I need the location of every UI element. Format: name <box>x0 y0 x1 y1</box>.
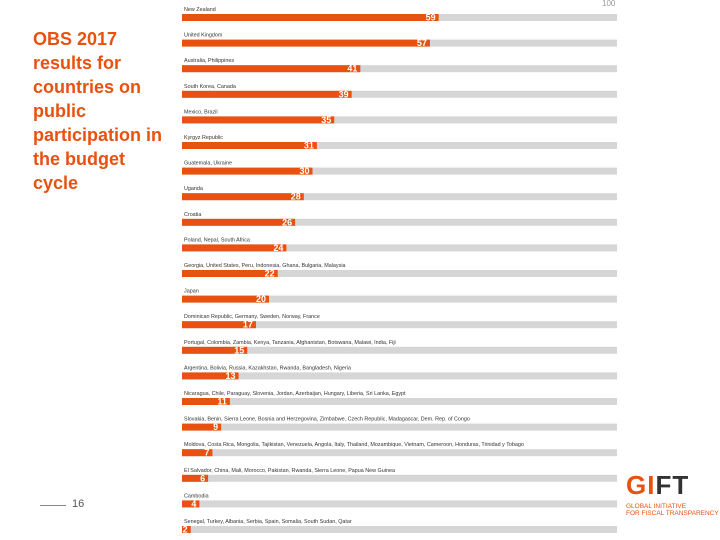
gift-tagline-1: GLOBAL INITIATIVE <box>626 503 686 510</box>
bar-category-label: Portugal, Colombia, Zambia, Kenya, Tanza… <box>184 340 396 346</box>
bar-value-label: 59 <box>426 13 436 23</box>
bar-value-label: 15 <box>234 345 244 355</box>
bar-track <box>182 295 617 303</box>
bar <box>182 39 430 47</box>
bar-value-label: 6 <box>200 473 205 483</box>
bar <box>182 270 278 277</box>
gift-tagline-2: FOR FISCAL TRANSPARENCY <box>626 510 719 517</box>
bar-value-label: 9 <box>213 422 218 432</box>
bar-value-label: 13 <box>226 371 236 381</box>
bar-category-label: Dominican Republic, Germany, Sweden, Nor… <box>184 314 320 320</box>
bar-value-label: 57 <box>417 38 427 48</box>
bar-track <box>182 372 617 380</box>
bar-category-label: Croatia <box>184 212 201 218</box>
bar-track <box>182 526 617 533</box>
bar-category-label: Moldova, Costa Rica, Mongolia, Tajikista… <box>184 442 524 448</box>
bar-category-label: Mexico, Brazil <box>184 109 218 115</box>
bar-value-label: 17 <box>243 320 253 330</box>
bar-category-label: United Kingdom <box>184 33 223 39</box>
bar <box>182 398 230 405</box>
bar-category-label: Senegal, Turkey, Albania, Serbia, Spain,… <box>184 519 352 525</box>
bar <box>182 90 352 98</box>
bar-category-label: Poland, Nepal, South Africa <box>184 237 250 243</box>
bar-value-label: 2 <box>183 525 188 535</box>
bar-category-label: Uganda <box>184 186 203 192</box>
bar <box>182 14 439 21</box>
bar-category-label: Cambodia <box>184 493 209 499</box>
bar-track <box>182 449 617 457</box>
gift-wordmark: GIFT <box>626 470 689 500</box>
bar <box>182 372 239 380</box>
page-number-rule <box>40 505 66 506</box>
bar <box>182 500 200 508</box>
bar-category-label: Argentina, Bolivia, Russia, Kazakhstan, … <box>184 365 351 371</box>
gift-logo: GIFT GLOBAL INITIATIVE FOR FISCAL TRANSP… <box>626 470 719 530</box>
bar-category-label: New Zealand <box>184 7 216 13</box>
bar-track <box>182 65 617 73</box>
bar-track <box>182 423 617 431</box>
bar <box>182 449 213 457</box>
bar-value-label: 22 <box>265 269 275 279</box>
bar-track <box>182 474 617 482</box>
scale-max-label: 100 <box>602 0 616 8</box>
bar-category-label: Australia, Philippines <box>184 58 234 64</box>
bar-category-label: Nicaragua, Chile, Paraguay, Slovenia, Jo… <box>184 391 406 397</box>
bar-category-label: South Korea, Canada <box>184 84 236 90</box>
bar-track <box>182 142 617 149</box>
bar-track <box>182 244 617 252</box>
bar-track <box>182 167 617 175</box>
bar-value-label: 41 <box>347 64 357 74</box>
bar <box>182 346 248 354</box>
bar-track <box>182 398 617 405</box>
bar-category-label: Slovakia, Benin, Sierra Leone, Bosnia an… <box>184 417 470 423</box>
bar <box>182 423 222 431</box>
bar-value-label: 35 <box>321 115 331 125</box>
bar-track <box>182 500 617 508</box>
bar-track <box>182 321 617 329</box>
page-number: 16 <box>72 498 85 510</box>
bar-category-label: El Salvador, China, Mali, Morocco, Pakis… <box>184 468 395 474</box>
bar-track <box>182 116 617 124</box>
bar <box>182 193 304 201</box>
bar-value-label: 31 <box>304 141 314 151</box>
bar-value-label: 24 <box>273 243 283 253</box>
gift-wordmark-gi: GI <box>626 470 656 500</box>
bar-value-label: 26 <box>282 217 292 227</box>
bar-value-label: 7 <box>204 448 209 458</box>
bar-value-label: 4 <box>191 499 196 509</box>
bar-track <box>182 218 617 226</box>
bar <box>182 116 335 124</box>
bar-value-label: 39 <box>339 89 349 99</box>
bar <box>182 526 191 533</box>
bar-category-label: Georgia, United States, Peru, Indonesia,… <box>184 263 346 269</box>
bar <box>182 218 296 226</box>
bar-category-label: Guatemala, Ukraine <box>184 161 232 167</box>
obs-bar-chart: New Zealand 59 United Kingdom 57 Australia, … <box>182 7 617 535</box>
bar-track <box>182 90 617 98</box>
bar-track <box>182 270 617 277</box>
bar-value-label: 30 <box>299 166 309 176</box>
bar-value-label: 20 <box>256 294 266 304</box>
bar-value-label: 28 <box>291 192 301 202</box>
bar <box>182 142 317 149</box>
bar <box>182 321 256 329</box>
bar <box>182 65 361 73</box>
bar <box>182 295 269 303</box>
bar-category-label: Japan <box>184 289 199 295</box>
gift-wordmark-ft: FT <box>655 470 690 500</box>
bar <box>182 474 209 482</box>
bar <box>182 244 287 252</box>
bar-track <box>182 193 617 201</box>
slide-title: OBS 2017 results for countries on public… <box>33 29 163 193</box>
bar-value-label: 11 <box>217 397 227 407</box>
bar-track <box>182 346 617 354</box>
bar <box>182 167 313 175</box>
bar-category-label: Kyrgyz Republic <box>184 135 223 141</box>
